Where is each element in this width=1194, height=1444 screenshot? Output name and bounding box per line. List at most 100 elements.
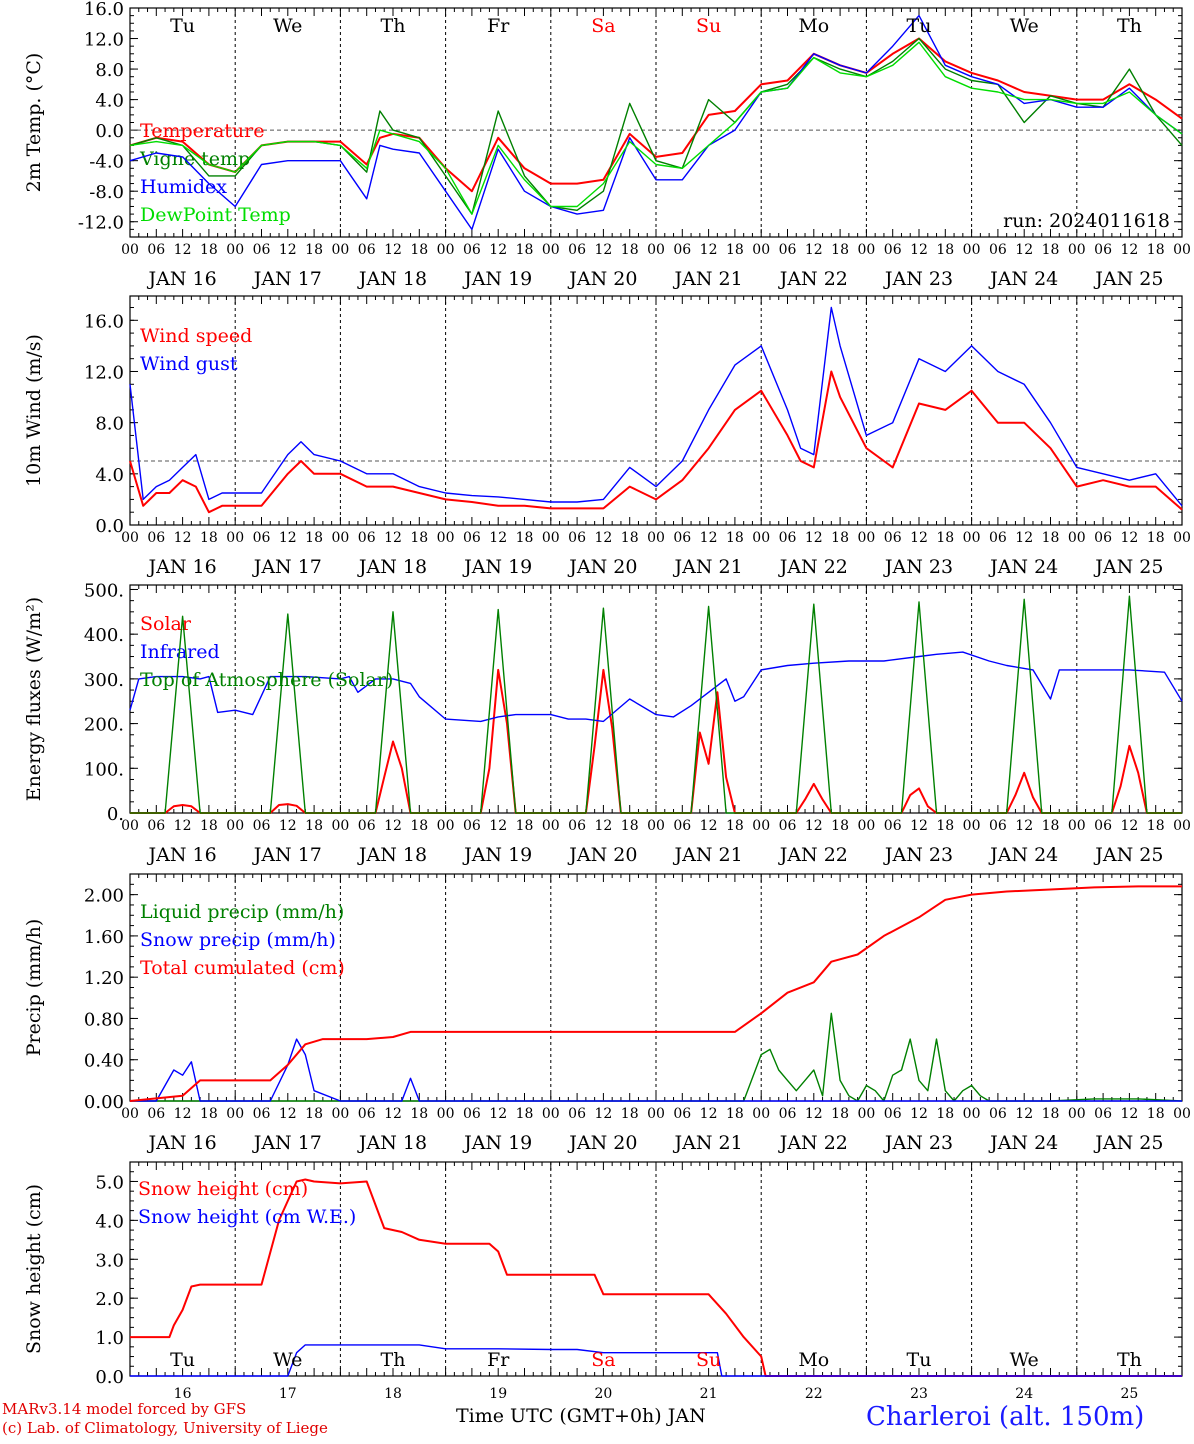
hour-tick-label: 00: [963, 242, 981, 258]
legend-entry: Solar: [140, 613, 192, 635]
date-label: JAN 19: [462, 268, 532, 290]
hour-tick-label: 12: [489, 242, 507, 258]
hour-tick-label: 18: [621, 818, 639, 834]
run-annotation: run: 2024011618: [1003, 210, 1170, 232]
chart-panel-3: 500. 400. 300. 200. 100. 0. Energy fluxes (W/m…: [23, 580, 1191, 866]
y-tick-label: -12.0: [78, 213, 124, 234]
hour-tick-label: 06: [358, 530, 376, 546]
hour-tick-label: 06: [147, 242, 165, 258]
hour-tick-label: 06: [673, 530, 691, 546]
weekday-label: Su: [696, 1349, 721, 1371]
series-line-snow-height-cm: [130, 1178, 1182, 1377]
chart-panel-4: 2.00 1.60 1.20 0.80 0.40 0.00 Precip (mm/h) 00 0…: [23, 873, 1191, 1154]
y-tick-label: 8.0: [95, 60, 124, 81]
weekday-label: Mo: [798, 1349, 829, 1371]
y-tick-label: 0.0: [95, 516, 124, 537]
credit-line-2: (c) Lab. of Climatology, University of L…: [2, 1419, 328, 1437]
y-axis-label: Energy fluxes (W/m²): [23, 597, 45, 801]
hour-tick-label: 00: [331, 818, 349, 834]
series-line-snow-precip-mm-h: [130, 1038, 1182, 1102]
hour-tick-label: 18: [200, 1106, 218, 1122]
hour-tick-label: 06: [568, 818, 586, 834]
y-tick-label: 1.20: [84, 968, 124, 989]
y-tick-label: 2.00: [84, 886, 124, 907]
hour-tick-label: 12: [1120, 530, 1138, 546]
hour-tick-label: 18: [936, 242, 954, 258]
hour-tick-label: 18: [936, 530, 954, 546]
hour-tick-label: 06: [989, 242, 1007, 258]
y-tick-label: 300.: [84, 670, 124, 691]
hour-tick-label: 18: [831, 818, 849, 834]
y-axis-label: Snow height (cm): [23, 1184, 45, 1354]
y-tick-label: 12.0: [84, 30, 124, 51]
date-label: JAN 19: [462, 556, 532, 578]
hour-tick-label: 06: [779, 242, 797, 258]
weekday-label: Sa: [591, 15, 615, 37]
hour-tick-label: 00: [857, 530, 875, 546]
date-label: JAN 18: [357, 268, 427, 290]
hour-tick-label: 06: [884, 1106, 902, 1122]
hour-tick-label: 18: [726, 242, 744, 258]
y-tick-label: 0.0: [95, 1367, 124, 1388]
y-axis-label: 2m Temp. (°C): [23, 53, 45, 193]
hour-tick-label: 18: [621, 242, 639, 258]
hour-tick-label: 12: [700, 530, 718, 546]
y-tick-label: 16.0: [84, 311, 124, 332]
hour-tick-label: 00: [1173, 1106, 1191, 1122]
hour-tick-label: 18: [936, 818, 954, 834]
weekday-label: Tu: [907, 1349, 932, 1371]
hour-tick-label: 00: [226, 530, 244, 546]
date-label: JAN 24: [988, 556, 1058, 578]
chart-panel-2: 16.0 12.0 8.0 4.0 0.0 10m Wind (m/s) 00 06 12 18 0…: [23, 295, 1191, 578]
hour-tick-label: 00: [1068, 818, 1086, 834]
legend-entry: DewPoint Temp: [140, 204, 291, 226]
hour-tick-label: 00: [226, 1106, 244, 1122]
legend-entry: Temperature: [140, 120, 264, 142]
date-label: JAN 16: [147, 556, 217, 578]
weekday-label: Tu: [170, 1349, 195, 1371]
hour-tick-label: 06: [463, 818, 481, 834]
hour-tick-label: 06: [989, 530, 1007, 546]
weekday-label: We: [1010, 1349, 1039, 1371]
date-label: JAN 23: [883, 844, 953, 866]
day-number-label: 21: [700, 1386, 718, 1402]
day-number-label: 25: [1120, 1386, 1138, 1402]
hour-tick-label: 00: [647, 242, 665, 258]
date-label: JAN 22: [778, 268, 848, 290]
y-tick-label: 400.: [84, 625, 124, 646]
hour-tick-label: 12: [489, 530, 507, 546]
hour-tick-label: 00: [437, 242, 455, 258]
hour-tick-label: 18: [410, 242, 428, 258]
hour-tick-label: 12: [805, 1106, 823, 1122]
hour-tick-label: 06: [253, 530, 271, 546]
hour-tick-label: 12: [1015, 242, 1033, 258]
date-label: JAN 18: [357, 556, 427, 578]
legend-entry: Liquid precip (mm/h): [140, 901, 344, 923]
y-tick-label: 16.0: [84, 0, 124, 20]
hour-tick-label: 06: [568, 530, 586, 546]
day-number-label: 24: [1015, 1386, 1033, 1402]
hour-tick-label: 12: [174, 1106, 192, 1122]
y-tick-label: 1.0: [95, 1328, 124, 1349]
hour-tick-label: 06: [253, 1106, 271, 1122]
series-line-dewpoint-temp: [129, 41, 1183, 215]
date-label: JAN 24: [988, 1132, 1058, 1154]
hour-tick-label: 12: [700, 818, 718, 834]
series-line-top-of-atmosphere-solar: [130, 595, 1182, 814]
date-label: JAN 17: [252, 556, 322, 578]
series-line-temperature: [129, 37, 1183, 193]
date-label: JAN 21: [673, 556, 743, 578]
hour-tick-label: 12: [700, 1106, 718, 1122]
hour-tick-label: 00: [752, 242, 770, 258]
hour-tick-label: 00: [1173, 818, 1191, 834]
date-label: JAN 16: [147, 844, 217, 866]
weekday-label: Mo: [798, 15, 829, 37]
hour-tick-label: 06: [884, 530, 902, 546]
legend-entry: Wind speed: [140, 325, 252, 347]
hour-tick-label: 00: [857, 818, 875, 834]
hour-tick-label: 06: [147, 530, 165, 546]
chart-panel-1: 16.0 12.0 8.0 4.0 0.0 -4.0 -8.0 -12.0 2m Temp. (…: [23, 0, 1191, 290]
weekday-label: Th: [1117, 15, 1142, 37]
hour-tick-label: 00: [542, 818, 560, 834]
hour-tick-label: 06: [779, 530, 797, 546]
